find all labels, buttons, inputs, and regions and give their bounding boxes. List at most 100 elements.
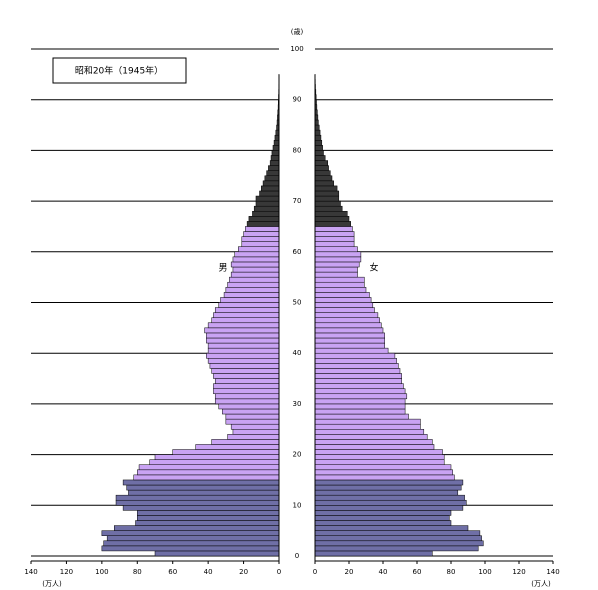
y-tick-label: 60 bbox=[293, 248, 302, 256]
bar bbox=[314, 499, 467, 506]
bar bbox=[213, 383, 280, 389]
bar bbox=[137, 510, 280, 516]
bar bbox=[223, 292, 280, 298]
x-tick-label: 140 bbox=[24, 568, 37, 576]
bar bbox=[262, 180, 280, 187]
y-tick-label: 80 bbox=[293, 146, 302, 154]
bar bbox=[314, 520, 452, 526]
y-unit: (歳) bbox=[291, 27, 304, 36]
bar bbox=[222, 408, 280, 415]
bar bbox=[314, 119, 319, 126]
bar bbox=[255, 200, 280, 207]
bar bbox=[314, 281, 365, 288]
bar bbox=[314, 469, 453, 476]
bar bbox=[241, 236, 280, 242]
y-tick-label: 90 bbox=[293, 96, 302, 104]
bar bbox=[314, 297, 372, 303]
bar bbox=[213, 373, 280, 379]
bar bbox=[270, 155, 280, 161]
x-tick-label: 60 bbox=[168, 568, 177, 576]
bar bbox=[314, 124, 320, 131]
bar bbox=[314, 352, 396, 359]
bar bbox=[314, 251, 362, 258]
bar bbox=[230, 423, 280, 430]
bar bbox=[314, 307, 375, 313]
legend-label: 女 bbox=[369, 262, 378, 274]
bar bbox=[314, 525, 469, 531]
bar bbox=[211, 368, 280, 374]
bar bbox=[314, 439, 433, 445]
bar bbox=[314, 484, 462, 491]
bar bbox=[314, 170, 331, 176]
bar bbox=[314, 195, 340, 202]
bar bbox=[314, 261, 360, 268]
bar bbox=[172, 449, 280, 455]
bar bbox=[314, 241, 355, 247]
bar bbox=[314, 271, 358, 278]
bar bbox=[314, 449, 443, 455]
bar bbox=[314, 210, 348, 217]
bar bbox=[253, 205, 280, 212]
bar bbox=[230, 261, 280, 268]
bar bbox=[238, 246, 280, 253]
x-unit: (万人) bbox=[531, 580, 551, 588]
x-tick-label: 80 bbox=[133, 568, 142, 576]
bar bbox=[115, 494, 280, 501]
bar bbox=[314, 322, 382, 329]
bar bbox=[101, 530, 280, 536]
bar bbox=[204, 327, 280, 334]
x-tick-label: 120 bbox=[60, 568, 73, 576]
bar bbox=[314, 337, 385, 344]
bar bbox=[232, 266, 280, 273]
bar bbox=[122, 505, 280, 511]
bar bbox=[207, 322, 280, 329]
y-tick-label: 40 bbox=[293, 349, 302, 357]
bar bbox=[103, 540, 280, 547]
y-tick-label: 50 bbox=[293, 299, 302, 307]
y-tick-label: 100 bbox=[290, 45, 303, 53]
bar bbox=[314, 358, 397, 364]
bar bbox=[245, 226, 280, 232]
bar bbox=[101, 545, 280, 552]
bar bbox=[314, 378, 402, 384]
bar bbox=[314, 540, 484, 547]
legend-label: 男 bbox=[218, 263, 227, 274]
bar bbox=[314, 413, 409, 420]
bar bbox=[314, 140, 323, 146]
bar bbox=[207, 342, 280, 349]
bar bbox=[154, 454, 280, 460]
bar bbox=[137, 515, 280, 521]
y-tick-label: 0 bbox=[295, 552, 299, 560]
bar bbox=[214, 398, 280, 405]
bar bbox=[225, 287, 280, 293]
bar bbox=[133, 474, 280, 481]
bar bbox=[274, 134, 280, 141]
bar bbox=[114, 525, 280, 531]
bar bbox=[213, 388, 280, 395]
bar bbox=[206, 337, 280, 344]
bar bbox=[314, 368, 401, 374]
bar bbox=[211, 439, 280, 445]
bar bbox=[314, 494, 465, 501]
bar bbox=[314, 535, 482, 542]
bar bbox=[314, 205, 343, 212]
bar bbox=[213, 312, 280, 318]
bar bbox=[314, 393, 408, 400]
bar bbox=[314, 327, 384, 334]
bar bbox=[227, 434, 280, 440]
x-tick-label: 40 bbox=[379, 568, 388, 576]
bar bbox=[314, 515, 450, 521]
bar bbox=[271, 150, 280, 156]
bar bbox=[314, 408, 406, 415]
bar bbox=[207, 347, 280, 354]
x-tick-label: 100 bbox=[478, 568, 491, 576]
bar bbox=[248, 216, 280, 222]
bar bbox=[255, 195, 280, 202]
bar bbox=[227, 281, 280, 288]
bar bbox=[230, 271, 280, 278]
bar bbox=[314, 474, 455, 481]
x-tick-label: 100 bbox=[95, 568, 108, 576]
bar bbox=[207, 358, 280, 364]
bar bbox=[243, 231, 280, 237]
